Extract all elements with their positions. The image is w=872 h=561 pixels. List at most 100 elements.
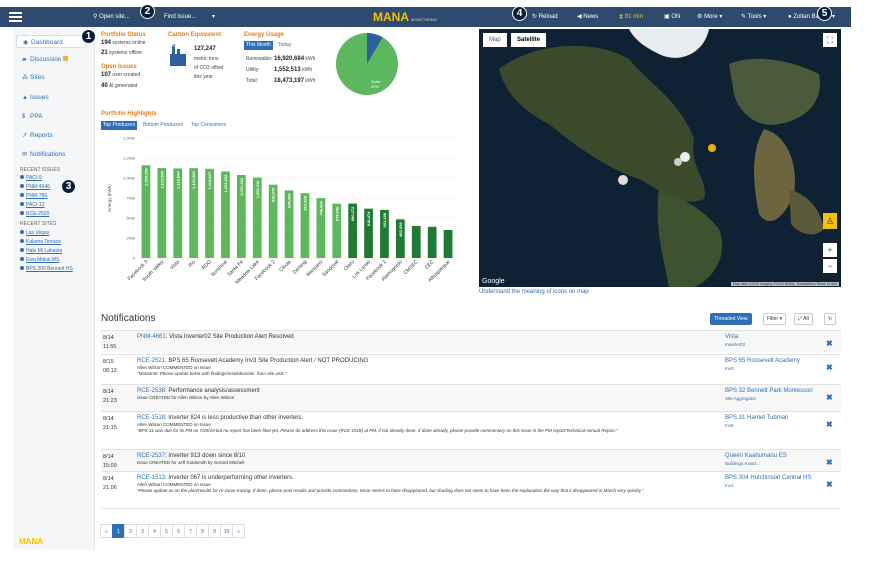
open-issues-title: Open Issues	[101, 64, 137, 70]
tab-top-consumers[interactable]: Top Consumers	[191, 122, 227, 128]
recent-issue-link[interactable]: RCE-2520	[20, 211, 49, 217]
recent-issue-link[interactable]: PNM-4646	[20, 184, 50, 190]
fullscreen-icon[interactable]: ⛶	[823, 33, 837, 47]
sidebar-item-reports[interactable]: ↗ Reports	[16, 129, 86, 142]
issue-link[interactable]: RCE-2538	[137, 388, 166, 394]
filter-button[interactable]: Filter ▾	[763, 313, 787, 325]
row-site-link[interactable]: BPS 32 Bennett Park Montessori Site Aggre…	[725, 388, 813, 401]
x-tick-label: CMSEC	[403, 259, 420, 276]
table-row[interactable]: 8/14 21:06 RCE-1513: Inverter 067 is unde…	[101, 471, 841, 509]
dismiss-icon[interactable]: ✖	[826, 458, 833, 467]
bar	[236, 175, 246, 258]
factory-icon	[170, 44, 186, 66]
recent-site-link[interactable]: Las Vegas	[20, 230, 49, 236]
recent-site-link[interactable]: Kalama Terrace	[20, 239, 61, 245]
bar	[268, 184, 278, 258]
recent-issue-link[interactable]: PACI-9	[20, 175, 42, 181]
expand-all-button[interactable]: ⤢ All	[794, 313, 813, 325]
refresh-icon: ↻	[828, 316, 833, 322]
sidebar-item-discussion[interactable]: ▰ Discussion	[16, 53, 86, 66]
energy-pie-chart: Solar 92%	[336, 33, 398, 95]
dismiss-icon[interactable]: ✖	[826, 339, 833, 348]
pegman-icon[interactable]: ♙	[823, 213, 837, 229]
wrench-icon: ✎	[741, 14, 747, 20]
sidebar-item-notifications[interactable]: ✉ Notifications	[16, 148, 86, 161]
table-row[interactable]: 8/15 08:12 RCE-2521: BPS 65 Roosevelt Aca…	[101, 354, 841, 384]
bar	[348, 203, 358, 258]
user-menu[interactable]: ● Zoltan Balogh ▾	[788, 14, 836, 20]
find-issue-dropdown[interactable]: Find issue... ▾	[164, 14, 216, 20]
threaded-view-button[interactable]: Threaded View	[710, 313, 752, 325]
site-cluster-marker[interactable]	[674, 158, 682, 166]
tab-top-producers[interactable]: Top Producers	[101, 121, 138, 130]
recent-issue-link[interactable]: PACI-12	[20, 202, 45, 208]
recent-sites-heading: RECENT SITES	[20, 221, 57, 227]
map-tab-map[interactable]: Map	[483, 33, 507, 47]
open-site-dropdown[interactable]: ⚲ Open site...	[93, 14, 130, 20]
sidebar-item-issues[interactable]: ▲ Issues	[16, 91, 86, 104]
site-warning-marker[interactable]	[708, 144, 716, 152]
bar	[443, 230, 453, 258]
bar	[411, 226, 421, 258]
bar	[380, 209, 389, 258]
sidebar-item-dashboard[interactable]: ◉ Dashboard	[16, 35, 86, 48]
map-help-link[interactable]: Understand the meaning of icons on map	[479, 289, 589, 295]
bar-value-label: 1,037,243	[239, 177, 244, 196]
bar	[205, 168, 214, 258]
dismiss-icon[interactable]: ✖	[826, 420, 833, 429]
bullet-icon	[20, 239, 24, 243]
sidebar-item-sites[interactable]: ⁂ Sites	[16, 71, 86, 84]
tab-this-month[interactable]: This Month	[244, 41, 273, 50]
status-toggle[interactable]: ▣ ON	[664, 14, 681, 20]
callout-badge-5: 5	[817, 6, 832, 21]
recent-site-link[interactable]: BPS 200 Bennett HS	[20, 266, 73, 272]
site-cluster-marker[interactable]	[618, 175, 628, 185]
tab-bottom-producers[interactable]: Bottom Producers	[143, 122, 184, 128]
issue-link[interactable]: RCE-1513	[137, 475, 166, 481]
megaphone-icon: ◀	[577, 14, 582, 20]
issue-link[interactable]: PNM-4661	[137, 334, 166, 340]
dismiss-icon[interactable]: ✖	[826, 480, 833, 489]
dashboard-icon: ◉	[23, 40, 29, 46]
row-message: RCE-1513: Inverter 067 is underperformin…	[137, 475, 644, 493]
refresh-notifications-button[interactable]: ↻	[824, 313, 837, 325]
sidebar-item-ppa[interactable]: $ PPA	[16, 110, 86, 123]
x-tick-label: Sandoval	[321, 259, 340, 278]
row-site-link[interactable]: BPS 31 Harriet Tubman Inv5	[725, 415, 789, 428]
menu-icon[interactable]	[9, 12, 22, 22]
site-map[interactable]: Map Satellite ⛶ ♙ + − Google Map data ©2…	[479, 29, 841, 287]
tab-today[interactable]: Today	[278, 42, 292, 48]
page-next[interactable]: »	[232, 524, 245, 538]
zoom-in-button[interactable]: +	[823, 243, 837, 257]
more-menu[interactable]: ⚙ More ▾	[697, 14, 723, 20]
table-row[interactable]: 8/14 11:55 PNM-4661: Vista Inverter02 Sit…	[101, 330, 841, 352]
issue-link[interactable]: RCE-2537	[137, 453, 166, 459]
row-site-link[interactable]: Vista Inverter02	[725, 334, 746, 347]
recent-site-link[interactable]: Ewa Makai MS	[20, 257, 59, 263]
row-site-link[interactable]: BPS 65 Roosevelt Academy Inv3	[725, 358, 801, 371]
recent-site-link[interactable]: Hale Mi Lahaina	[20, 248, 62, 254]
site-cluster-marker[interactable]	[680, 152, 690, 162]
zoom-out-button[interactable]: −	[823, 259, 837, 273]
map-satellite-image	[479, 29, 841, 287]
map-tab-satellite[interactable]: Satellite	[511, 33, 547, 47]
bar-value-label: 1,081,028	[223, 174, 228, 193]
bar	[332, 203, 342, 258]
dismiss-icon[interactable]: ✖	[826, 363, 833, 372]
row-site-link[interactable]: Queen Kaahumanu ES Buildings A and...	[725, 453, 787, 466]
issue-link[interactable]: RCE-2521	[137, 358, 166, 364]
row-site-link[interactable]: BPS 304 Hutchinson Central HS Inv1	[725, 475, 812, 488]
bar-value-label: 845,499	[287, 193, 292, 208]
dismiss-icon[interactable]: ✖	[826, 393, 833, 402]
tools-menu[interactable]: ✎ Tools ▾	[741, 14, 767, 20]
table-row[interactable]: 8/14 21:15 RCE-1518: Inverter 824 is less…	[101, 411, 841, 449]
bar-value-label: 680,272	[350, 206, 355, 221]
table-row[interactable]: 8/14 21:23 RCE-2538: Performance analysis…	[101, 384, 841, 411]
bar-value-label: 1,114,627	[207, 171, 212, 189]
page-link[interactable]: 3	[136, 524, 149, 538]
reload-button[interactable]: ↻ Reload	[532, 14, 558, 20]
news-button[interactable]: ◀ News	[577, 14, 599, 20]
recent-issue-link[interactable]: PNM-786	[20, 193, 47, 199]
issue-link[interactable]: RCE-1518	[137, 415, 166, 421]
table-row[interactable]: 8/14 15:09 RCE-2537: Inverter 913 down si…	[101, 449, 841, 471]
